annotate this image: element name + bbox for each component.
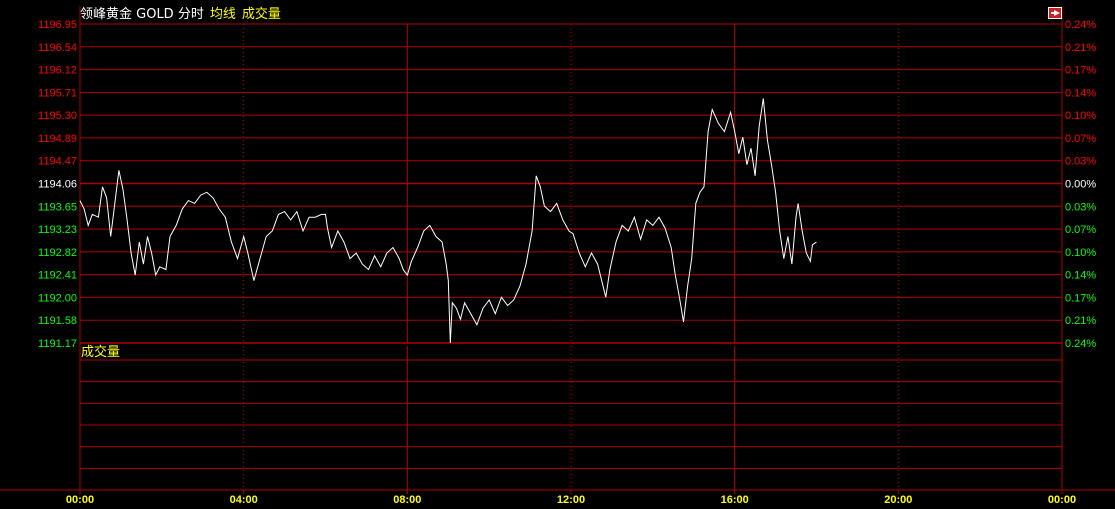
y-tick-label-right: 0.17% (1065, 65, 1096, 77)
y-tick-label-left: 1194.47 (38, 156, 77, 168)
y-tick-label-right: 0.14% (1065, 270, 1096, 282)
y-tick-label-left: 1191.17 (38, 338, 77, 350)
y-tick-label-left: 1193.65 (38, 201, 77, 213)
y-tick-label-right: 0.17% (1065, 292, 1096, 304)
y-tick-label-right: 0.14% (1065, 87, 1096, 99)
x-tick-label: 12:00 (557, 494, 585, 506)
exit-icon[interactable] (1048, 7, 1062, 19)
x-tick-label: 08:00 (393, 494, 421, 506)
y-tick-label-left: 1196.54 (38, 42, 77, 54)
chart-title-bar: 领峰黄金 GOLD 分时 均线 成交量 (80, 6, 281, 24)
y-tick-label-left: 1194.06 (38, 179, 77, 191)
y-tick-label-right: 0.03% (1065, 156, 1096, 168)
y-tick-label-right: 0.07% (1065, 224, 1096, 236)
y-tick-label-left: 1192.82 (38, 247, 77, 259)
y-tick-label-right: 0.03% (1065, 201, 1096, 213)
y-tick-label-left: 1193.23 (38, 224, 77, 236)
x-tick-label: 20:00 (884, 494, 912, 506)
volume-toggle[interactable]: 成交量 (241, 7, 281, 22)
y-tick-label-right: 0.10% (1065, 110, 1096, 122)
y-tick-label-right: 0.10% (1065, 247, 1096, 259)
y-tick-label-right: 0.24% (1065, 19, 1096, 31)
price-series-line (79, 98, 817, 344)
y-tick-label-left: 1196.95 (38, 19, 77, 31)
x-tick-label: 16:00 (721, 494, 749, 506)
y-tick-label-left: 1196.12 (38, 65, 77, 77)
y-tick-label-right: 0.21% (1065, 42, 1096, 54)
x-tick-label: 00:00 (1048, 494, 1076, 506)
volume-panel-label: 成交量 (81, 345, 121, 360)
y-tick-label-left: 1195.30 (38, 110, 77, 122)
y-tick-label-left: 1194.89 (38, 133, 77, 145)
y-tick-label-right: 0.00% (1065, 179, 1096, 191)
x-tick-label: 00:00 (66, 494, 94, 506)
y-tick-label-left: 1191.58 (38, 315, 77, 327)
y-tick-label-right: 0.21% (1065, 315, 1096, 327)
y-tick-label-left: 1192.00 (38, 292, 77, 304)
x-tick-label: 04:00 (230, 494, 258, 506)
y-tick-label-left: 1195.71 (38, 87, 77, 99)
avg-line-toggle[interactable]: 均线 (209, 7, 236, 22)
chart-title: 领峰黄金 GOLD 分时 (80, 7, 204, 22)
y-tick-label-left: 1192.41 (38, 270, 77, 282)
y-tick-label-right: 0.24% (1065, 338, 1096, 350)
y-tick-label-right: 0.07% (1065, 133, 1096, 145)
